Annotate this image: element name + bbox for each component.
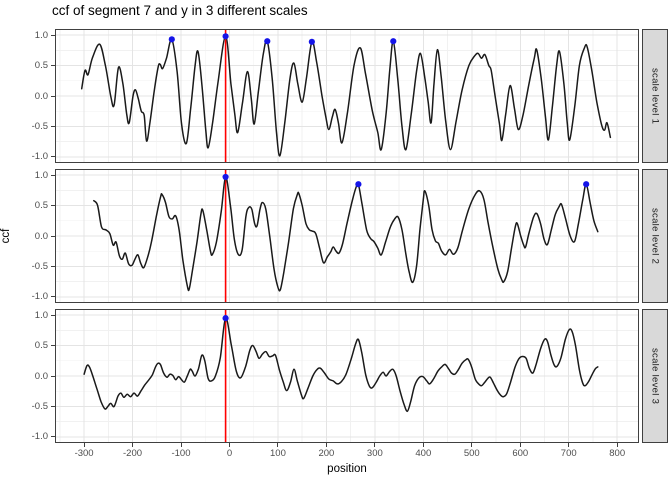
- y-tick-mark: [51, 174, 55, 176]
- y-tick-label: -1.0: [31, 291, 48, 303]
- peak-point: [264, 38, 271, 45]
- facet-strip-1: scale level 1: [642, 29, 668, 163]
- y-tick-mark: [51, 405, 55, 407]
- y-tick-label: 1.0: [34, 169, 48, 181]
- y-tick-mark: [51, 345, 55, 347]
- y-tick-mark: [51, 95, 55, 97]
- panel-border: [55, 29, 639, 163]
- x-tick-mark: [519, 443, 521, 447]
- y-axis-label: ccf: [0, 228, 12, 244]
- ccf-line: [83, 317, 599, 413]
- x-tick-mark: [374, 443, 376, 447]
- y-tick-label: 0.0: [34, 90, 48, 102]
- y-tick-mark: [51, 125, 55, 127]
- peak-point: [222, 33, 229, 40]
- x-tick-label: 0: [226, 448, 233, 459]
- facet-panel-plot-1: [55, 29, 639, 163]
- y-tick-label: -0.5: [31, 400, 48, 412]
- x-tick-mark: [277, 443, 279, 447]
- peak-point: [355, 181, 362, 188]
- y-tick-mark: [51, 296, 55, 298]
- x-tick-mark: [422, 443, 424, 447]
- x-tick-mark: [325, 443, 327, 447]
- x-tick-label: 500: [463, 448, 480, 459]
- x-tick-label: 200: [318, 448, 335, 459]
- x-tick-mark: [471, 443, 473, 447]
- facet-panel-plot-3: [55, 309, 639, 443]
- y-tick-label: -0.5: [31, 120, 48, 132]
- y-tick-mark: [51, 205, 55, 207]
- x-tick-mark: [616, 443, 618, 447]
- x-tick-label: 800: [609, 448, 626, 459]
- facet-strip-3: scale level 3: [642, 309, 668, 443]
- y-tick-mark: [51, 235, 55, 237]
- x-tick-label: 100: [270, 448, 286, 459]
- x-tick-label: 600: [512, 448, 529, 459]
- facet-strip-2: scale level 2: [642, 169, 668, 303]
- y-tick-label: 0.0: [34, 230, 48, 242]
- y-tick-label: -1.0: [31, 151, 48, 163]
- y-tick-mark: [51, 65, 55, 67]
- ccf-line: [93, 176, 599, 292]
- panel-border: [55, 309, 639, 443]
- y-tick-label: 0.5: [34, 60, 48, 72]
- x-tick-mark: [180, 443, 182, 447]
- x-tick-label: 400: [415, 448, 432, 459]
- x-tick-mark: [132, 443, 134, 447]
- facet-strip-label: scale level 3: [649, 347, 661, 405]
- x-tick-label: 700: [560, 448, 577, 459]
- y-tick-mark: [51, 314, 55, 316]
- y-tick-mark: [51, 265, 55, 267]
- peak-point: [222, 315, 229, 322]
- x-tick-mark: [228, 443, 230, 447]
- y-tick-mark: [51, 156, 55, 158]
- y-tick-mark: [51, 34, 55, 36]
- x-tick-label: 300: [366, 448, 383, 459]
- y-tick-label: 1.0: [34, 29, 48, 41]
- y-tick-label: 1.0: [34, 309, 48, 321]
- x-tick-label: -100: [171, 448, 191, 459]
- peak-point: [583, 181, 590, 188]
- x-tick-mark: [568, 443, 570, 447]
- facet-panel-plot-2: [55, 169, 639, 303]
- peak-point: [390, 38, 397, 45]
- peak-point: [308, 38, 315, 45]
- y-tick-label: -1.0: [31, 431, 48, 443]
- panel-border: [55, 169, 639, 303]
- y-tick-mark: [51, 375, 55, 377]
- x-tick-label: -300: [74, 448, 94, 459]
- y-tick-label: 0.5: [34, 340, 48, 352]
- ccf-line: [80, 35, 612, 157]
- y-tick-label: 0.5: [34, 200, 48, 212]
- y-tick-label: -0.5: [31, 260, 48, 272]
- y-tick-mark: [51, 436, 55, 438]
- x-tick-label: -200: [123, 448, 143, 459]
- peak-point: [222, 173, 229, 181]
- facet-strip-label: scale level 2: [649, 207, 661, 265]
- y-tick-label: 0.0: [34, 370, 48, 382]
- x-axis-label: position: [327, 463, 367, 475]
- peak-point: [168, 36, 175, 43]
- chart-title: ccf of segment 7 and y in 3 different sc…: [52, 3, 308, 18]
- facet-strip-label: scale level 1: [649, 67, 661, 125]
- x-tick-mark: [83, 443, 85, 447]
